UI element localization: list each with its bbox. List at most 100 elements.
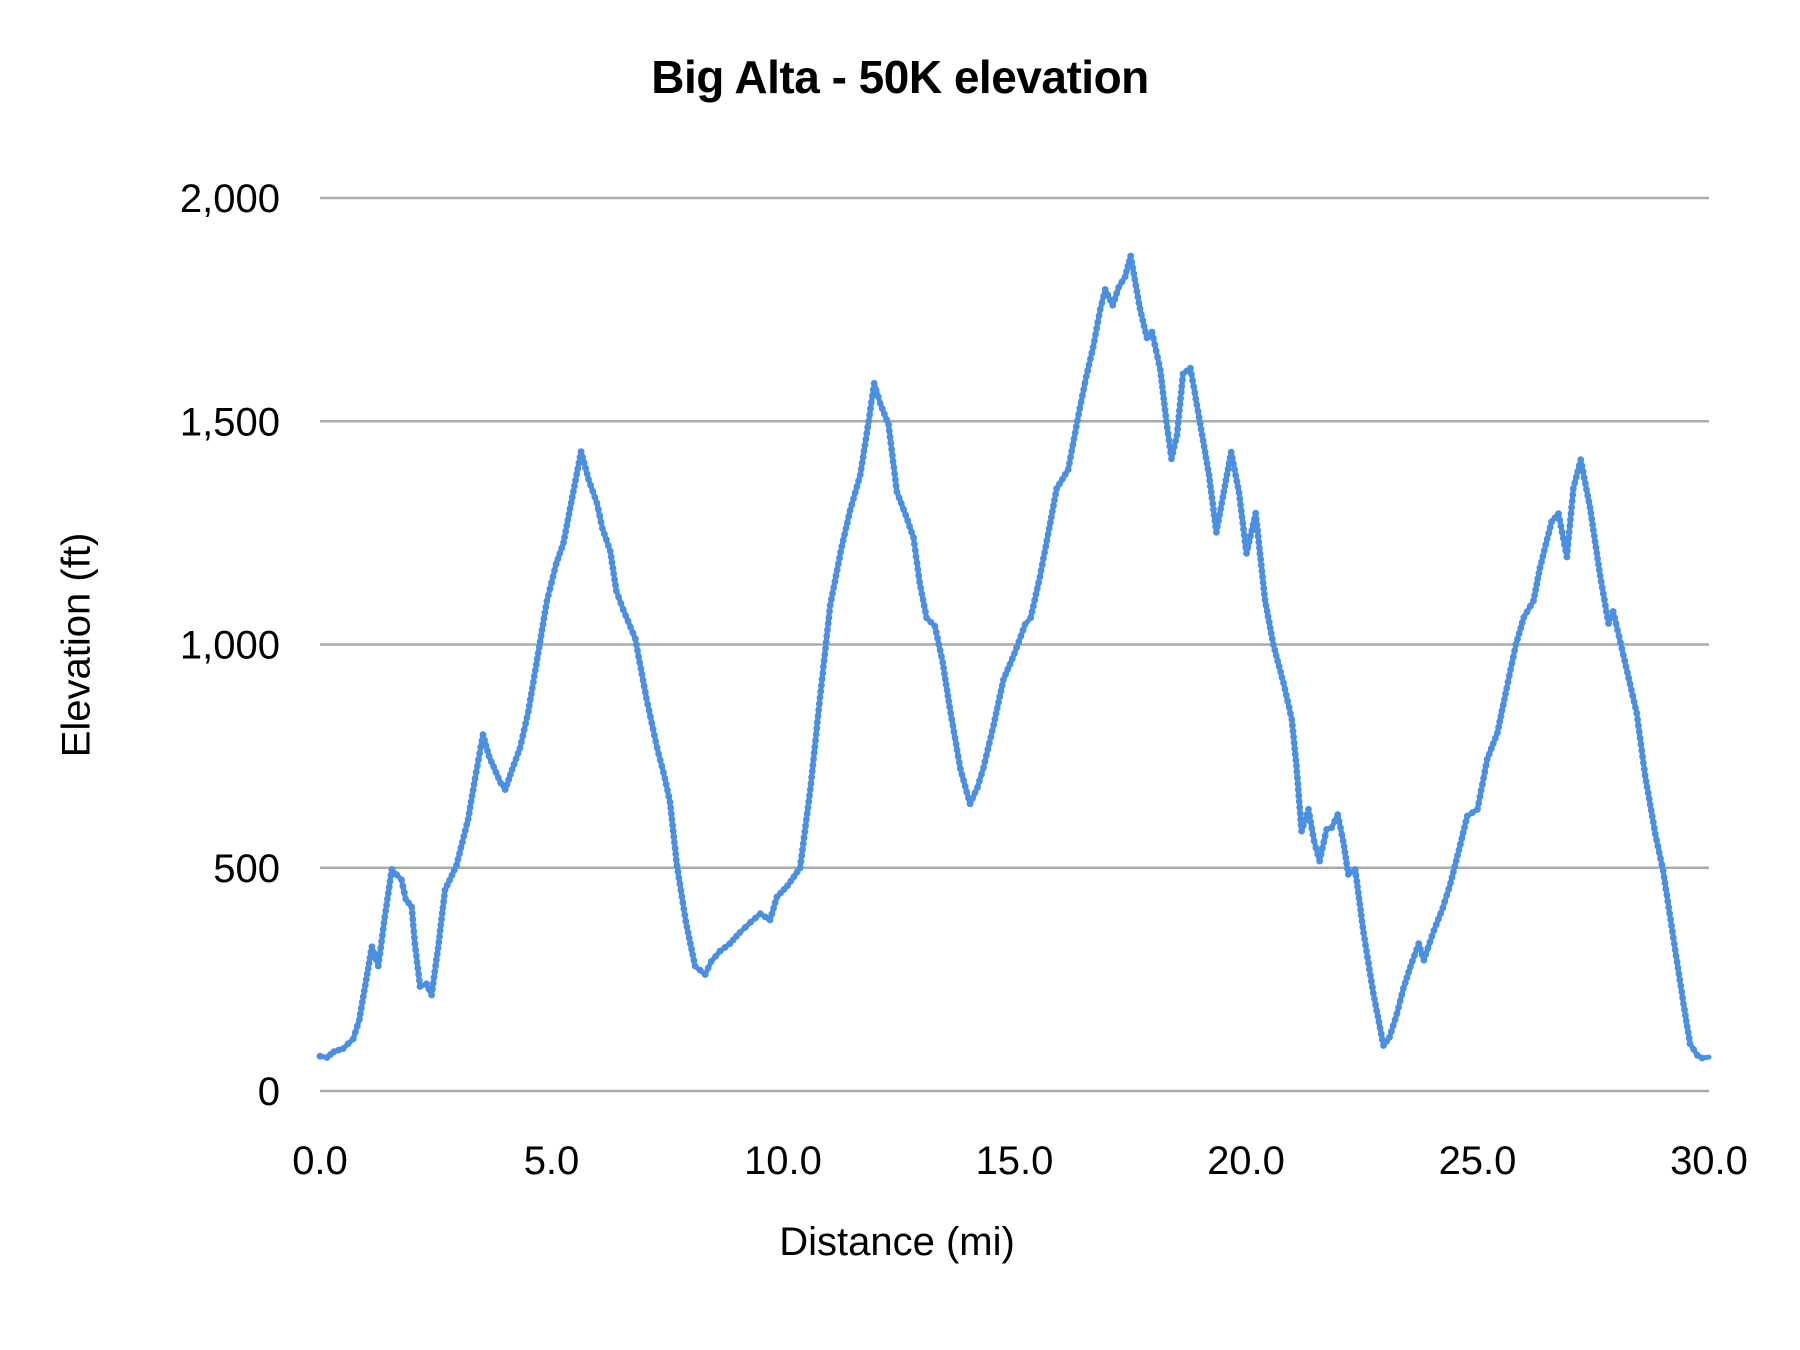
data-point-marker xyxy=(1682,1011,1689,1019)
data-point-marker xyxy=(889,451,896,459)
data-point-marker xyxy=(1224,465,1232,473)
data-point-marker xyxy=(1417,945,1424,953)
data-point-marker xyxy=(368,943,376,951)
data-point-marker xyxy=(1517,624,1525,632)
data-point-marker xyxy=(671,839,678,846)
data-point-marker xyxy=(771,899,779,906)
data-point-marker xyxy=(1282,691,1290,699)
data-point-marker xyxy=(1176,401,1184,408)
data-point-marker xyxy=(1133,287,1141,295)
data-point-marker xyxy=(1357,906,1364,914)
data-point-marker xyxy=(1428,932,1436,940)
data-point-marker xyxy=(1038,561,1046,568)
data-point-marker xyxy=(841,531,848,538)
data-point-marker xyxy=(712,953,719,960)
data-point-marker xyxy=(1432,921,1440,929)
data-point-marker xyxy=(770,905,777,912)
data-point-marker xyxy=(1050,502,1057,510)
data-point-marker xyxy=(1365,959,1372,967)
data-point-marker xyxy=(1104,291,1112,299)
data-point-marker xyxy=(438,915,445,923)
data-point-marker xyxy=(1447,879,1454,887)
data-point-marker xyxy=(1258,567,1266,575)
data-point-marker xyxy=(651,731,658,739)
data-point-marker xyxy=(597,518,605,526)
data-point-marker xyxy=(966,800,974,808)
data-point-marker xyxy=(1208,494,1216,502)
data-point-marker xyxy=(1135,299,1143,307)
data-point-marker xyxy=(1169,449,1177,457)
data-point-marker xyxy=(1388,1028,1395,1035)
data-point-marker xyxy=(1000,676,1007,684)
data-point-marker xyxy=(805,798,813,805)
data-point-marker xyxy=(1035,579,1042,586)
data-point-marker xyxy=(1223,471,1231,478)
data-point-marker xyxy=(1204,465,1212,473)
data-point-marker xyxy=(510,760,518,768)
data-point-marker xyxy=(494,774,502,781)
data-point-marker xyxy=(1174,425,1181,433)
data-point-marker xyxy=(1654,842,1662,850)
data-point-marker xyxy=(826,601,834,609)
data-point-marker xyxy=(408,903,416,911)
data-point-marker xyxy=(874,393,882,401)
data-point-marker xyxy=(1077,398,1085,406)
data-point-marker xyxy=(1485,750,1493,758)
data-point-marker xyxy=(704,964,712,972)
data-point-marker xyxy=(823,632,831,640)
data-point-marker xyxy=(386,878,394,885)
data-point-marker xyxy=(1219,493,1227,501)
data-point-marker xyxy=(1633,709,1641,717)
data-point-marker xyxy=(365,959,373,967)
data-point-marker xyxy=(617,600,625,607)
data-point-marker xyxy=(908,528,915,536)
data-point-marker xyxy=(1603,608,1610,615)
data-point-marker xyxy=(1047,513,1055,521)
data-point-marker xyxy=(640,682,648,690)
data-point-marker xyxy=(948,715,956,723)
data-point-marker xyxy=(1538,558,1545,566)
data-point-marker xyxy=(374,962,382,970)
data-point-marker xyxy=(1665,904,1673,911)
data-point-marker xyxy=(1587,509,1595,517)
data-point-marker xyxy=(1482,762,1490,769)
data-point-marker xyxy=(1661,879,1669,887)
data-point-marker xyxy=(1261,590,1268,598)
data-point-marker xyxy=(599,525,606,532)
data-point-marker xyxy=(537,632,545,640)
data-point-marker xyxy=(1308,824,1316,832)
data-point-marker xyxy=(1605,620,1612,627)
data-point-marker xyxy=(1011,650,1018,657)
data-point-marker xyxy=(822,644,829,652)
data-point-marker xyxy=(1572,473,1580,481)
data-point-marker xyxy=(900,505,907,513)
data-point-marker xyxy=(535,643,543,651)
data-point-marker xyxy=(413,958,421,966)
data-point-marker xyxy=(1533,580,1541,588)
data-point-marker xyxy=(978,770,985,778)
data-point-marker xyxy=(440,892,448,900)
data-point-marker xyxy=(560,539,567,547)
data-point-marker xyxy=(1088,349,1096,357)
data-point-marker xyxy=(1071,429,1079,437)
data-point-marker xyxy=(432,962,439,970)
data-point-marker xyxy=(918,590,926,598)
data-point-marker xyxy=(629,629,637,637)
data-point-marker xyxy=(1618,645,1626,652)
data-point-marker xyxy=(1320,838,1328,846)
data-point-marker xyxy=(836,554,843,562)
data-point-marker xyxy=(1173,431,1181,439)
data-point-marker xyxy=(935,640,943,648)
data-point-marker xyxy=(1115,283,1123,291)
data-point-marker xyxy=(1589,521,1596,528)
data-point-marker xyxy=(1072,423,1080,431)
data-point-marker xyxy=(594,505,602,513)
data-point-marker xyxy=(359,993,367,1000)
data-point-marker xyxy=(825,614,833,621)
data-point-marker xyxy=(413,952,420,960)
data-point-marker xyxy=(476,750,483,757)
data-point-marker xyxy=(1335,817,1343,825)
data-point-marker xyxy=(956,765,964,772)
data-point-marker xyxy=(1292,756,1300,764)
data-point-marker xyxy=(1159,389,1167,397)
